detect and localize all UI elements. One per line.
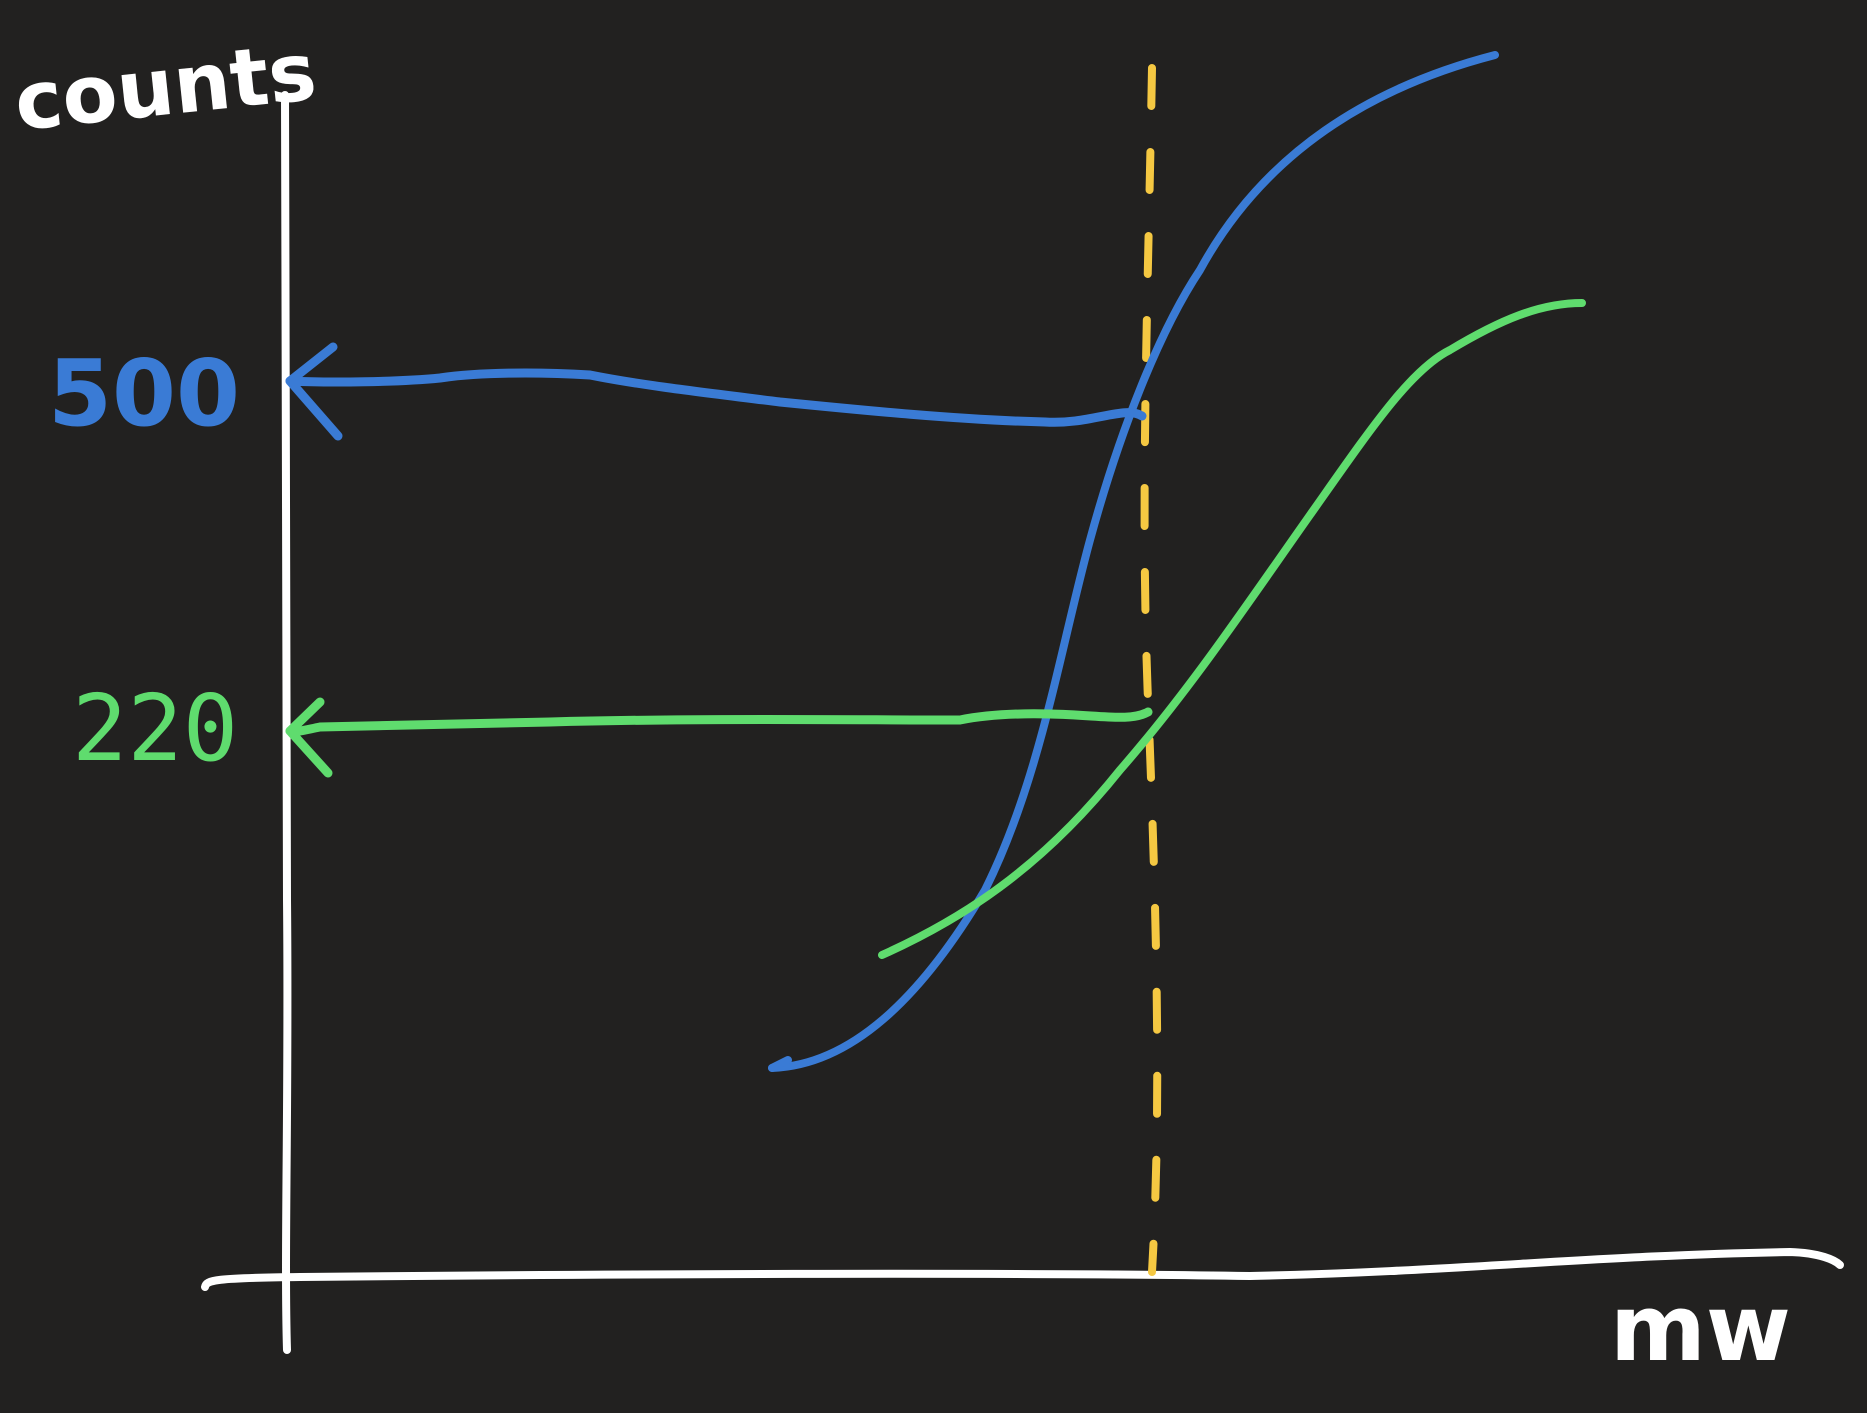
readout-label-green: 220 xyxy=(72,675,238,782)
x-axis xyxy=(201,1248,1844,1291)
series-curve-green xyxy=(878,299,1586,959)
readout-arrow-green xyxy=(285,707,1153,737)
y-axis-label: counts xyxy=(10,25,320,149)
readout-arrow-blue xyxy=(285,368,1147,427)
readout-arrowhead-blue xyxy=(285,342,343,441)
readout-arrowhead-green xyxy=(285,697,333,778)
series-curve-blue xyxy=(768,51,1499,1072)
x-axis-label: mw xyxy=(1610,1275,1791,1382)
marker-line xyxy=(1140,64,1162,1276)
series-curve-blue-tick xyxy=(768,1056,792,1072)
y-axis xyxy=(281,91,292,1354)
readout-label-blue: 500 xyxy=(48,340,240,447)
